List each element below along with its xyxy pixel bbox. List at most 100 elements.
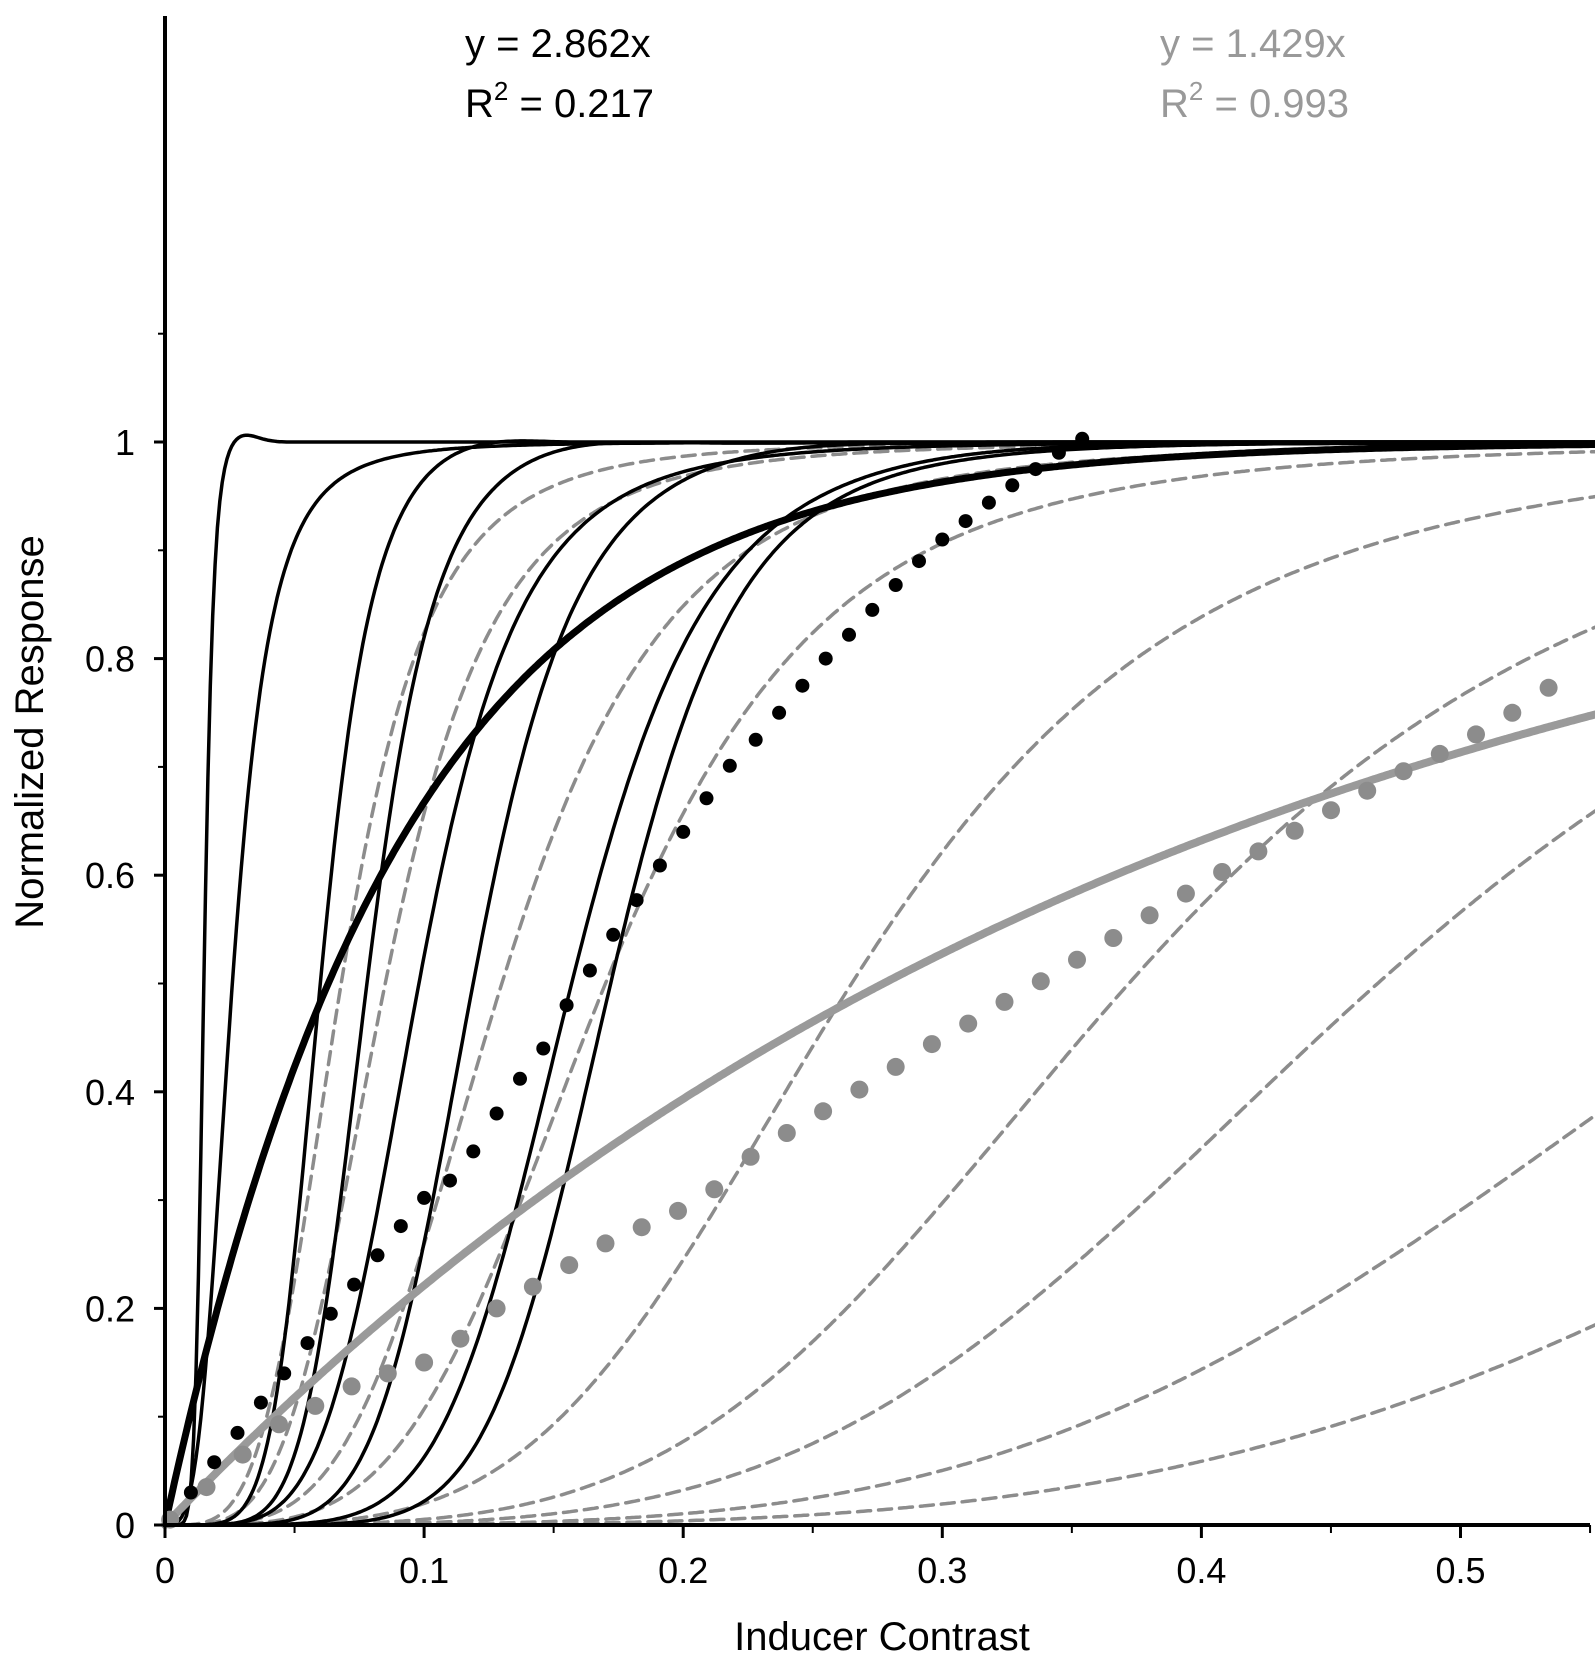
series-gray-thick-fit [161,710,1595,1529]
dots-layer [161,431,1558,1529]
gray-dotted-average-point [886,1057,905,1076]
black-dotted-average-point [795,678,810,693]
black-dotted-average-point [230,1425,245,1440]
x-tick-label: 0.4 [1176,1550,1226,1591]
gray-dotted-average-point [1140,906,1159,925]
gray-dotted-average-point [1249,842,1268,861]
gray-fit-equation: y = 1.429x [1160,22,1346,66]
y-tick-label: 0.8 [85,639,135,680]
black-dotted-average-point [300,1336,315,1351]
black-dotted-average-point [443,1173,457,1188]
gray-dotted-average-point [270,1415,288,1434]
gray-dotted-average-point [1213,863,1232,881]
black-dotted-average-point [323,1306,338,1321]
x-tick-label: 0.2 [658,1550,708,1591]
black-dotted-average-point [818,651,833,666]
series-gray-dashed-c50-0.372 [163,625,1595,1527]
series-gray-dashed-c50-0.265 [163,494,1595,1527]
gray-dotted-average-point [1430,744,1449,763]
gray-dotted-average-point [705,1180,724,1199]
series-black-solid-c50-0.172 [163,440,1595,1527]
black-dotted-average-point [347,1277,362,1292]
ticks-layer: 0 0.1 0.2 0.3 0.4 0.5 0 0.2 0.4 0.6 0.8 1 [85,332,1592,1591]
gray-dotted-average-point [922,1035,941,1054]
x-tick-label: 0.3 [917,1550,967,1591]
black-dotted-average-point [207,1455,222,1470]
series-black-thick-fit [161,441,1595,1529]
y-tick-label: 1 [115,422,135,463]
gray-dotted-average-point [850,1080,869,1099]
black-dotted-average-point [513,1071,527,1086]
black-dotted-average-point [912,554,926,569]
gray-dotted-average-point [233,1445,252,1464]
y-tick-label: 0.4 [85,1072,135,1113]
gray-dotted-average-point [741,1147,760,1166]
black-dotted-average-point [606,927,621,942]
black-fit-r2: R2 = 0.217 [465,76,654,126]
x-axis-label: Inducer Contrast [734,1615,1030,1659]
gray-dotted-average-point [415,1353,434,1372]
x-tick-label: 0 [155,1550,175,1591]
x-tick-label: 0.5 [1435,1550,1485,1591]
black-dotted-average-point [417,1190,432,1205]
black-dotted-average-point [699,791,714,806]
gray-dotted-average-point [1358,781,1377,800]
gray-dotted-average-point [1394,762,1413,781]
gray-dotted-average-point [342,1377,361,1396]
black-dotted-average-point [981,495,996,510]
gray-dotted-average-point [1285,821,1304,840]
gray-fit-r2: R2 = 0.993 [1160,76,1349,126]
black-dotted-average-point [1051,445,1066,460]
axes-layer [163,16,1590,1527]
black-dotted-average-point [748,732,763,747]
gray-dotted-average-point [632,1218,651,1237]
gray-dotted-average-point [1503,703,1522,722]
y-tick-label: 0.2 [85,1288,135,1329]
gray-dotted-average-point [523,1277,542,1296]
black-dotted-average-point [629,893,644,908]
black-dotted-average-point [277,1366,292,1381]
gray-dotted-average-point [995,992,1014,1011]
gray-dotted-average-point [1467,725,1485,744]
series-gray-dashed-c50-0.170 [163,449,1595,1527]
black-dotted-average-point [722,758,737,773]
gray-dotted-average-point [777,1124,796,1142]
black-fit-equation: y = 2.862x [465,22,651,66]
gray-dotted-average-point [959,1014,978,1033]
black-dotted-average-point [1028,462,1043,477]
black-dotted-average-point [253,1395,268,1410]
gray-dotted-average-point [560,1256,579,1275]
black-dotted-average-point [489,1106,504,1121]
gray-dotted-average-point [1031,972,1050,991]
y-axis-label: Normalized Response [8,535,52,929]
black-dotted-average-point [370,1248,385,1263]
black-dotted-average-point [466,1144,481,1159]
black-dotted-average-point [559,998,574,1013]
gray-dotted-average-point [306,1396,325,1415]
gray-dotted-average-point [596,1234,615,1253]
y-tick-label: 0 [115,1505,135,1546]
gray-dotted-average-point [1539,678,1558,697]
black-dotted-average-point [935,532,950,547]
black-dotted-average-point [676,824,691,839]
black-dotted-average-point [842,627,856,642]
black-dotted-average-point [536,1041,551,1056]
black-dotted-average-point [1075,431,1090,446]
black-dotted-average-point [958,514,973,529]
black-dotted-average-point [183,1485,198,1500]
x-tick-label: 0.1 [399,1550,449,1591]
black-dotted-average-point [865,602,880,617]
y-tick-label: 0.6 [85,855,135,896]
black-dotted-average-point [582,963,597,978]
black-dotted-average-point [772,705,787,720]
gray-dotted-average-point [1068,950,1086,969]
gray-dotted-average-point [1322,801,1340,820]
black-dotted-average-point [652,858,667,873]
gray-dotted-average-point [487,1299,506,1318]
gray-dotted-average-point [814,1102,833,1121]
black-dotted-average-point [393,1219,408,1234]
gray-dotted-average-point [378,1364,397,1383]
gray-dotted-average-point [669,1201,687,1220]
gray-dotted-average-point [1104,929,1123,947]
